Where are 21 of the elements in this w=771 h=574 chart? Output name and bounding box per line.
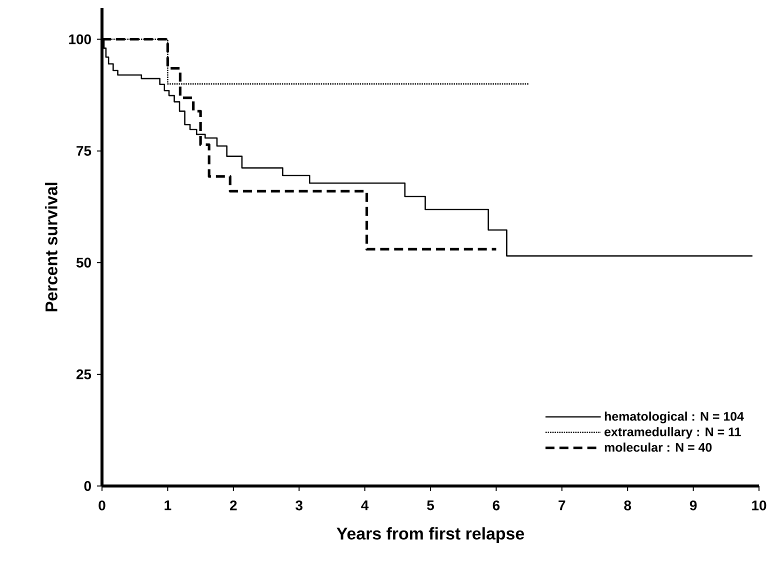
y-axis-title: Percent survival	[44, 182, 58, 312]
x-tick-label: 2	[230, 500, 237, 510]
x-tick-label: 9	[690, 500, 697, 510]
x-tick-label: 1	[164, 500, 172, 510]
x-tick-label: 0	[98, 500, 106, 510]
x-tick-label: 5	[427, 500, 434, 510]
legend-label: molecular : N = 40	[604, 442, 712, 452]
y-tick-label: 50	[76, 258, 91, 268]
legend-label: extramedullary : N = 11	[604, 427, 741, 439]
x-tick-label: 7	[558, 500, 566, 510]
y-tick-label: 100	[69, 34, 91, 44]
x-axis-title: Years from first relapse	[336, 527, 524, 543]
x-tick-label: 10	[752, 500, 766, 510]
y-tick-label: 0	[84, 481, 91, 491]
x-tick-label: 4	[361, 500, 369, 510]
x-tick-label: 8	[624, 500, 632, 510]
x-tick-label: 3	[296, 500, 302, 510]
y-tick-label: 75	[76, 146, 92, 156]
y-tick-label: 25	[76, 369, 92, 380]
x-tick-label: 6	[492, 500, 500, 510]
legend-label: hematological : N = 104	[604, 412, 744, 424]
